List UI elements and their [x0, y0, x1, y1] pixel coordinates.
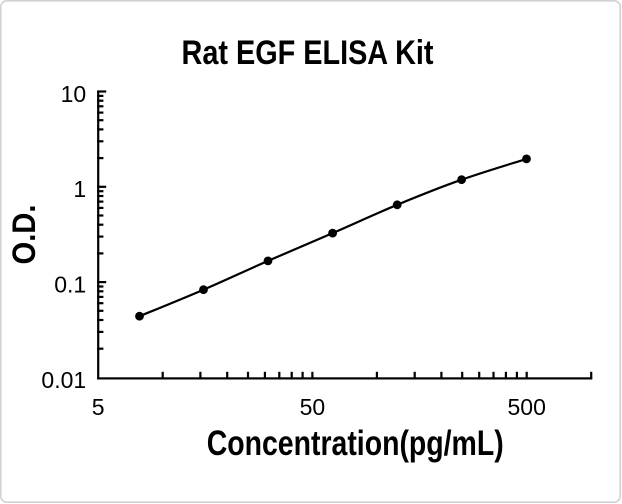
svg-text:10: 10: [61, 81, 87, 107]
svg-text:Rat EGF ELISA Kit: Rat EGF ELISA Kit: [182, 34, 434, 72]
svg-text:O.D.: O.D.: [6, 205, 42, 265]
svg-text:Concentration(pg/mL): Concentration(pg/mL): [207, 424, 504, 463]
svg-text:1: 1: [73, 176, 86, 202]
svg-text:5: 5: [92, 394, 105, 420]
svg-text:500: 500: [508, 394, 546, 420]
svg-text:0.1: 0.1: [54, 272, 86, 298]
svg-text:0.01: 0.01: [41, 367, 86, 393]
svg-text:50: 50: [300, 394, 326, 420]
